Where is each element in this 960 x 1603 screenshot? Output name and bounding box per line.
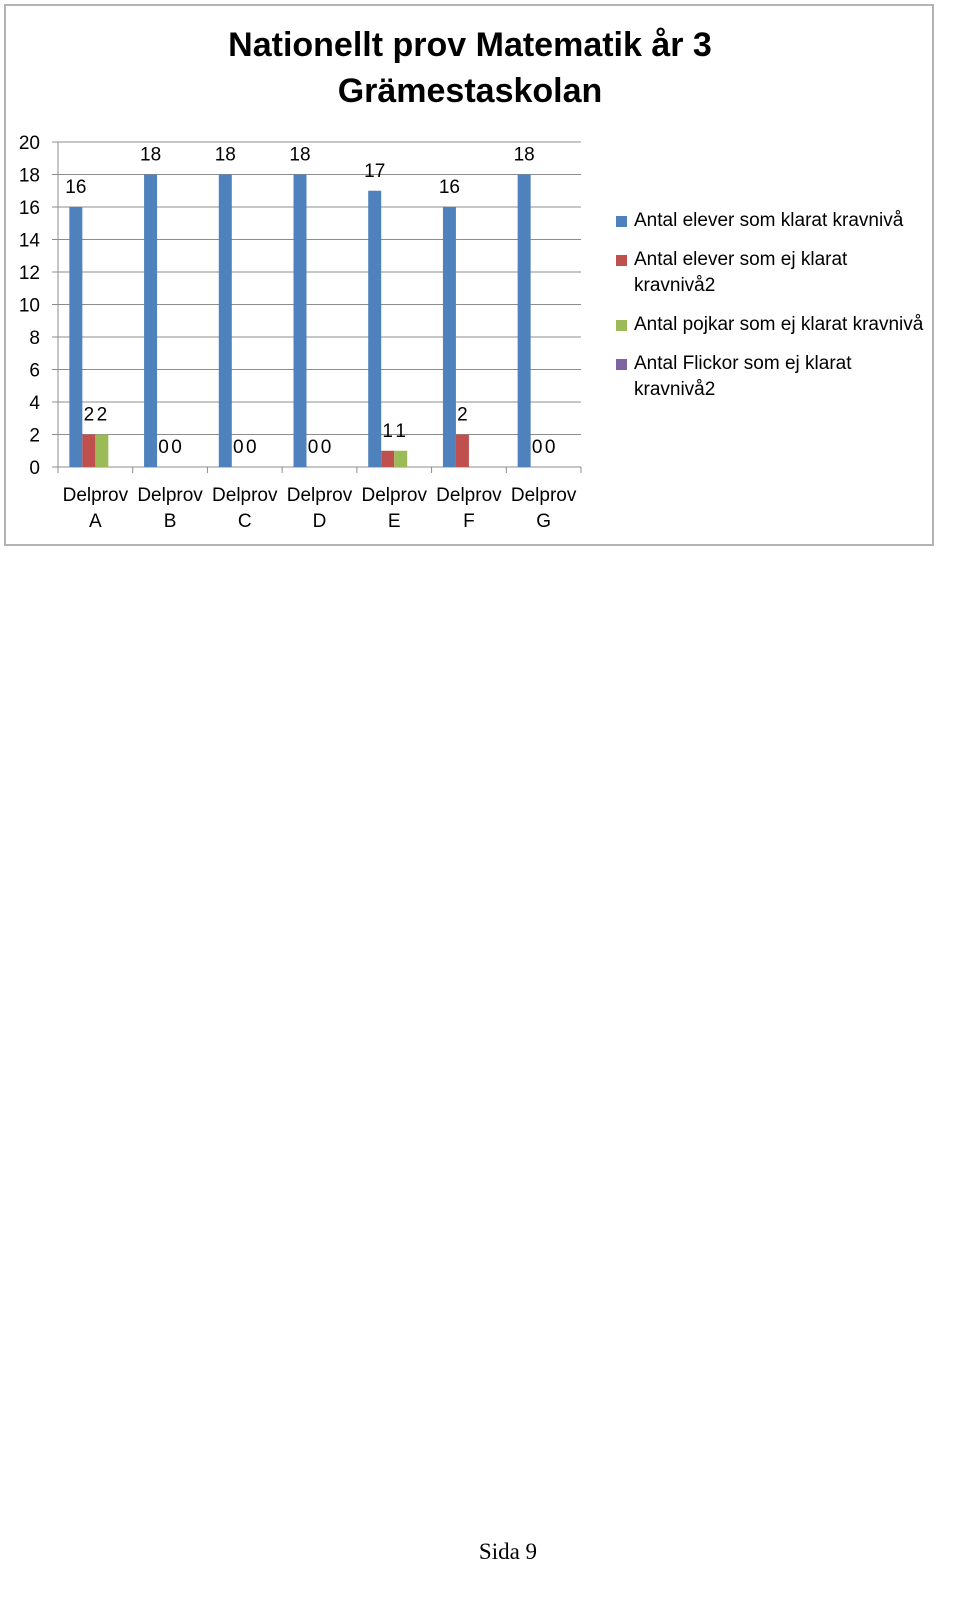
y-tick-label: 4 bbox=[29, 393, 40, 414]
category-label: D bbox=[313, 511, 327, 532]
data-label: 0 bbox=[171, 437, 182, 458]
bar bbox=[144, 174, 158, 467]
chart-title: Nationellt prov Matematik år 3 Grämestas… bbox=[0, 22, 940, 114]
legend-item: Antal pojkar som ej klarat kravnivå bbox=[616, 312, 926, 338]
y-tick-label: 6 bbox=[29, 361, 40, 382]
bar bbox=[95, 434, 109, 467]
data-label: 0 bbox=[321, 437, 332, 458]
data-label: 0 bbox=[158, 437, 169, 458]
bar bbox=[69, 207, 83, 467]
data-label: 0 bbox=[545, 437, 556, 458]
data-label: 1 bbox=[395, 421, 406, 442]
category-label: A bbox=[89, 511, 102, 532]
chart-legend: Antal elever som klarat kravnivå Antal e… bbox=[616, 208, 926, 403]
bar bbox=[455, 434, 469, 467]
legend-label: Antal pojkar som ej klarat kravnivå bbox=[634, 314, 924, 335]
category-label: Delprov bbox=[137, 485, 203, 506]
legend-swatch bbox=[616, 255, 627, 266]
legend-item: Antal elever som ej klarat kravnivå2 bbox=[616, 247, 926, 299]
category-label: Delprov bbox=[212, 485, 278, 506]
category-label: Delprov bbox=[63, 485, 129, 506]
data-label: 2 bbox=[457, 405, 468, 426]
y-tick-label: 2 bbox=[29, 426, 40, 447]
data-label: 16 bbox=[439, 177, 460, 198]
chart-title-line-1: Nationellt prov Matematik år 3 bbox=[228, 26, 712, 64]
y-tick-label: 8 bbox=[29, 328, 40, 349]
data-label: 0 bbox=[532, 437, 543, 458]
legend-label: Antal elever som klarat kravnivå bbox=[634, 210, 904, 231]
legend-label: Antal elever som ej klarat kravnivå2 bbox=[634, 249, 848, 296]
category-label: G bbox=[536, 511, 551, 532]
legend-swatch bbox=[616, 359, 627, 370]
legend-item: Antal elever som klarat kravnivå bbox=[616, 208, 926, 234]
y-tick-label: 10 bbox=[19, 296, 40, 317]
data-label: 0 bbox=[233, 437, 244, 458]
y-tick-label: 12 bbox=[19, 263, 40, 284]
category-label: C bbox=[238, 511, 252, 532]
bar bbox=[293, 174, 307, 467]
category-label: B bbox=[164, 511, 177, 532]
bar bbox=[517, 174, 531, 467]
data-label: 0 bbox=[308, 437, 319, 458]
data-label: 18 bbox=[140, 145, 161, 166]
data-label: 2 bbox=[84, 405, 95, 426]
category-label: Delprov bbox=[511, 485, 577, 506]
y-tick-label: 20 bbox=[19, 133, 40, 154]
category-label: Delprov bbox=[436, 485, 502, 506]
page-number: Sida 9 bbox=[478, 1539, 538, 1564]
bar bbox=[442, 207, 456, 467]
data-label: 18 bbox=[215, 145, 236, 166]
y-tick-label: 14 bbox=[19, 231, 41, 252]
bar bbox=[82, 434, 96, 467]
legend-label: Antal Flickor som ej klarat kravnivå2 bbox=[634, 353, 852, 400]
y-tick-label: 0 bbox=[29, 458, 40, 479]
legend-swatch bbox=[616, 320, 627, 331]
bar bbox=[381, 450, 395, 467]
category-label: Delprov bbox=[361, 485, 427, 506]
data-label: 17 bbox=[364, 161, 385, 182]
category-label: E bbox=[388, 511, 401, 532]
data-label: 0 bbox=[246, 437, 257, 458]
bar bbox=[394, 450, 408, 467]
bar bbox=[218, 174, 232, 467]
data-label: 16 bbox=[65, 177, 86, 198]
data-label: 1 bbox=[382, 421, 393, 442]
y-tick-label: 18 bbox=[19, 166, 40, 187]
bar bbox=[368, 190, 382, 467]
data-label: 18 bbox=[514, 145, 535, 166]
legend-swatch bbox=[616, 216, 627, 227]
chart-frame bbox=[4, 4, 934, 546]
category-label: F bbox=[463, 511, 475, 532]
legend-item: Antal Flickor som ej klarat kravnivå2 bbox=[616, 351, 926, 403]
data-label: 2 bbox=[97, 405, 108, 426]
category-label: Delprov bbox=[287, 485, 353, 506]
data-label: 18 bbox=[289, 145, 310, 166]
chart-title-line-2: Grämestaskolan bbox=[337, 72, 603, 110]
y-tick-label: 16 bbox=[19, 198, 40, 219]
